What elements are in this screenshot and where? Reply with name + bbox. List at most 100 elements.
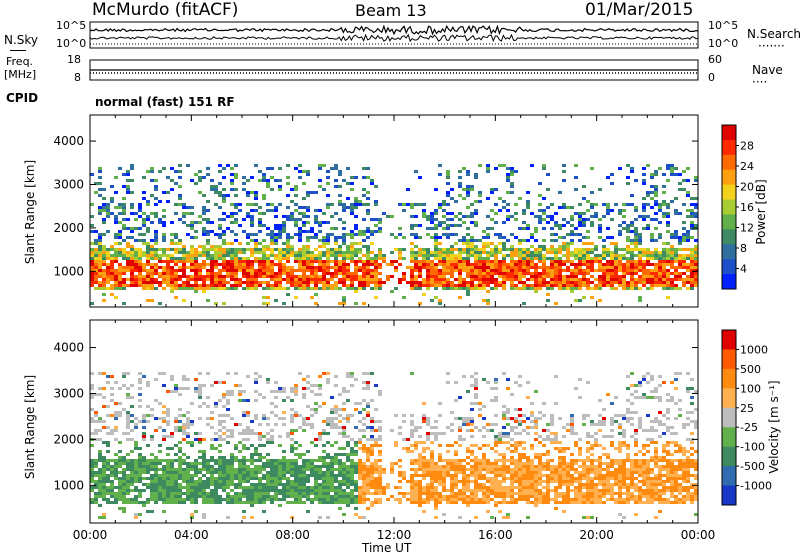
heatmap-cell xyxy=(586,242,590,245)
heatmap-cell xyxy=(330,396,334,399)
heatmap-cell xyxy=(514,272,518,275)
heatmap-cell xyxy=(102,284,106,287)
heatmap-cell xyxy=(450,224,454,227)
heatmap-cell xyxy=(370,486,374,489)
heatmap-cell xyxy=(198,471,202,474)
heatmap-cell xyxy=(666,212,670,215)
heatmap-cell xyxy=(174,260,178,263)
heatmap-cell xyxy=(178,459,182,462)
heatmap-cell xyxy=(146,381,150,384)
heatmap-cell xyxy=(578,233,582,236)
heatmap-cell xyxy=(190,423,194,426)
heatmap-cell xyxy=(206,468,210,471)
heatmap-cell xyxy=(230,429,234,432)
heatmap-cell xyxy=(98,486,102,489)
heatmap-cell xyxy=(158,468,162,471)
heatmap-cell xyxy=(258,471,262,474)
heatmap-cell xyxy=(346,495,350,498)
heatmap-cell xyxy=(334,417,338,420)
heatmap-cell xyxy=(106,468,110,471)
heatmap-cell xyxy=(110,293,114,296)
heatmap-cell xyxy=(322,459,326,462)
heatmap-cell xyxy=(662,251,666,254)
heatmap-cell xyxy=(246,474,250,477)
heatmap-cell xyxy=(110,263,114,266)
heatmap-cell xyxy=(534,254,538,257)
heatmap-cell xyxy=(626,182,630,185)
heatmap-cell xyxy=(658,254,662,257)
heatmap-cell xyxy=(154,468,158,471)
heatmap-cell xyxy=(574,284,578,287)
heatmap-cell xyxy=(330,489,334,492)
heatmap-cell xyxy=(274,257,278,260)
heatmap-cell xyxy=(558,281,562,284)
heatmap-cell xyxy=(562,278,566,281)
heatmap-cell xyxy=(442,275,446,278)
heatmap-cell xyxy=(186,471,190,474)
heatmap-cell xyxy=(330,266,334,269)
heatmap-cell xyxy=(182,260,186,263)
heatmap-cell xyxy=(266,275,270,278)
heatmap-cell xyxy=(286,254,290,257)
heatmap-cell xyxy=(170,489,174,492)
heatmap-cell xyxy=(218,480,222,483)
heatmap-cell xyxy=(106,263,110,266)
heatmap-cell xyxy=(234,495,238,498)
heatmap-cell xyxy=(358,420,362,423)
heatmap-cell xyxy=(98,372,102,375)
heatmap-cell xyxy=(122,272,126,275)
heatmap-cell xyxy=(138,453,142,456)
heatmap-cell xyxy=(214,405,218,408)
heatmap-cell xyxy=(586,254,590,257)
heatmap-cell xyxy=(538,284,542,287)
heatmap-cell xyxy=(230,462,234,465)
heatmap-cell xyxy=(322,275,326,278)
heatmap-cell xyxy=(310,462,314,465)
heatmap-cell xyxy=(178,486,182,489)
heatmap-cell xyxy=(390,275,394,278)
heatmap-cell xyxy=(354,272,358,275)
heatmap-cell xyxy=(458,498,462,501)
heatmap-cell xyxy=(686,257,690,260)
heatmap-cell xyxy=(318,245,322,248)
heatmap-cell xyxy=(250,462,254,465)
heatmap-cell xyxy=(178,408,182,411)
heatmap-cell xyxy=(190,251,194,254)
heatmap-cell xyxy=(194,236,198,239)
heatmap-cell xyxy=(102,471,106,474)
heatmap-cell xyxy=(290,474,294,477)
heatmap-cell xyxy=(374,260,378,263)
heatmap-cell xyxy=(434,281,438,284)
heatmap-cell xyxy=(642,266,646,269)
heatmap-cell xyxy=(522,260,526,263)
heatmap-cell xyxy=(246,480,250,483)
heatmap-cell xyxy=(518,242,522,245)
heatmap-cell xyxy=(378,227,382,230)
heatmap-cell xyxy=(478,194,482,197)
heatmap-cell xyxy=(198,176,202,179)
heatmap-cell xyxy=(110,459,114,462)
heatmap-cell xyxy=(518,281,522,284)
heatmap-cell xyxy=(246,215,250,218)
heatmap-cell xyxy=(270,275,274,278)
heatmap-cell xyxy=(298,495,302,498)
heatmap-cell xyxy=(146,248,150,251)
heatmap-cell xyxy=(106,203,110,206)
heatmap-cell xyxy=(274,495,278,498)
heatmap-cell xyxy=(530,212,534,215)
heatmap-cell xyxy=(186,275,190,278)
heatmap-cell xyxy=(250,459,254,462)
heatmap-cell xyxy=(378,498,382,501)
heatmap-cell xyxy=(598,287,602,290)
heatmap-cell xyxy=(214,486,218,489)
heatmap-cell xyxy=(294,390,298,393)
heatmap-cell xyxy=(578,221,582,224)
heatmap-cell xyxy=(354,501,358,504)
heatmap-cell xyxy=(310,492,314,495)
heatmap-cell xyxy=(162,474,166,477)
heatmap-cell xyxy=(270,233,274,236)
heatmap-cell xyxy=(502,281,506,284)
heatmap-cell xyxy=(442,251,446,254)
heatmap-cell xyxy=(642,203,646,206)
heatmap-cell xyxy=(562,170,566,173)
